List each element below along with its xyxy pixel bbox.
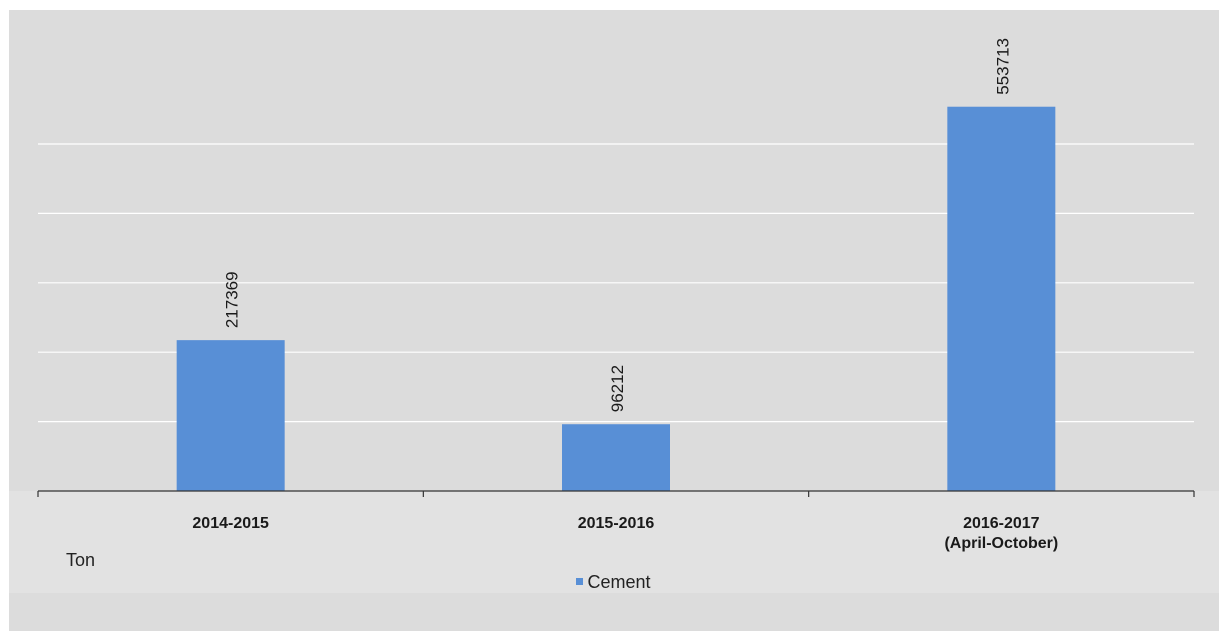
data-label-2: 553713 bbox=[993, 38, 1012, 95]
x-tick-label-2: 2016-2017 (April-October) bbox=[944, 515, 1058, 552]
bar-1 bbox=[562, 424, 670, 491]
bar-0 bbox=[176, 340, 285, 491]
chart-legend: Cement bbox=[0, 572, 1227, 593]
data-label-1: 96212 bbox=[608, 365, 627, 412]
x-tick-label-0: 2014-2015 bbox=[192, 515, 269, 532]
y-axis-unit-label: Ton bbox=[66, 550, 96, 570]
legend-label-cement: Cement bbox=[587, 572, 651, 592]
legend-swatch-cement bbox=[576, 578, 584, 585]
x-tick-label-1: 2015-2016 bbox=[578, 515, 655, 532]
data-label-0: 217369 bbox=[223, 271, 242, 328]
bar-2 bbox=[947, 106, 1056, 491]
category-band bbox=[9, 491, 1219, 593]
